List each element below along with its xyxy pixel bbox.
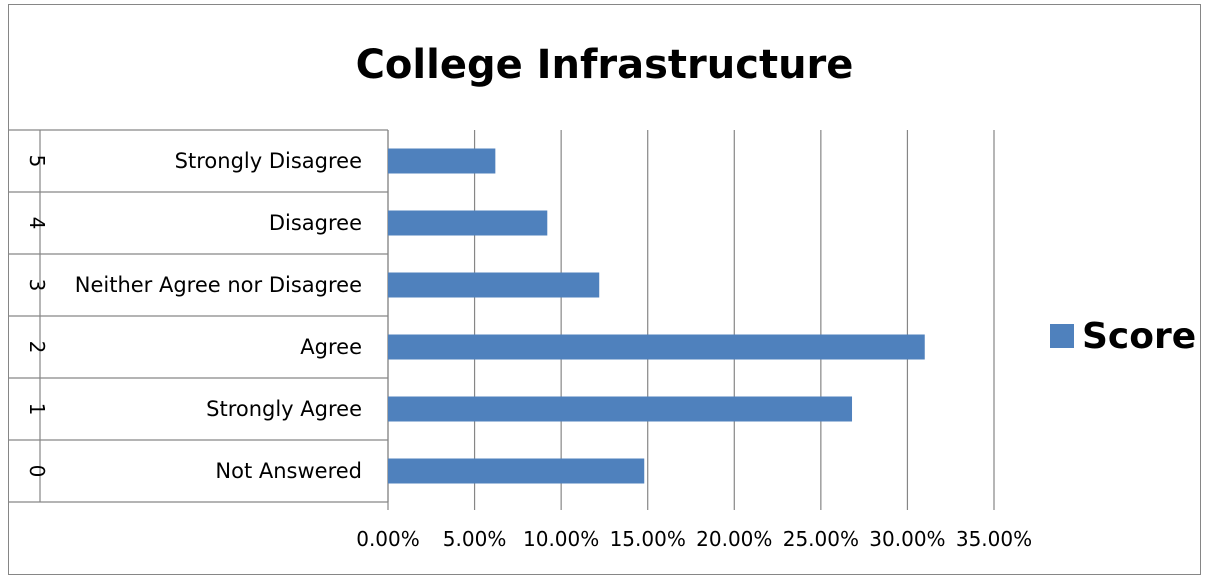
legend-swatch [1050,324,1074,348]
category-label: Agree [300,335,362,359]
category-code: 2 [25,341,49,354]
category-label: Neither Agree nor Disagree [75,273,362,297]
bar [388,458,645,484]
chart-title: College Infrastructure [355,42,854,88]
x-tick-label: 20.00% [696,527,772,551]
bar [388,396,853,422]
bar [388,334,925,360]
x-tick-label: 10.00% [523,527,599,551]
bar [388,210,548,236]
x-tick-label: 5.00% [443,527,507,551]
x-tick-label: 25.00% [783,527,859,551]
category-label: Disagree [269,211,362,235]
x-tick-label: 35.00% [956,527,1032,551]
legend: Score [1050,314,1196,358]
bar [388,272,600,298]
chart-frame [8,4,1201,575]
category-code: 4 [25,217,49,230]
category-label: Strongly Agree [206,397,362,421]
x-tick-label: 15.00% [610,527,686,551]
category-code: 3 [25,279,49,292]
legend-label: Score [1082,315,1197,357]
x-tick-label: 0.00% [356,527,420,551]
category-code: 5 [25,155,49,168]
category-code: 0 [25,465,49,478]
x-tick-label: 30.00% [869,527,945,551]
category-label: Not Answered [215,459,362,483]
category-label: Strongly Disagree [175,149,362,173]
bar [388,148,496,174]
category-code: 1 [25,403,49,416]
